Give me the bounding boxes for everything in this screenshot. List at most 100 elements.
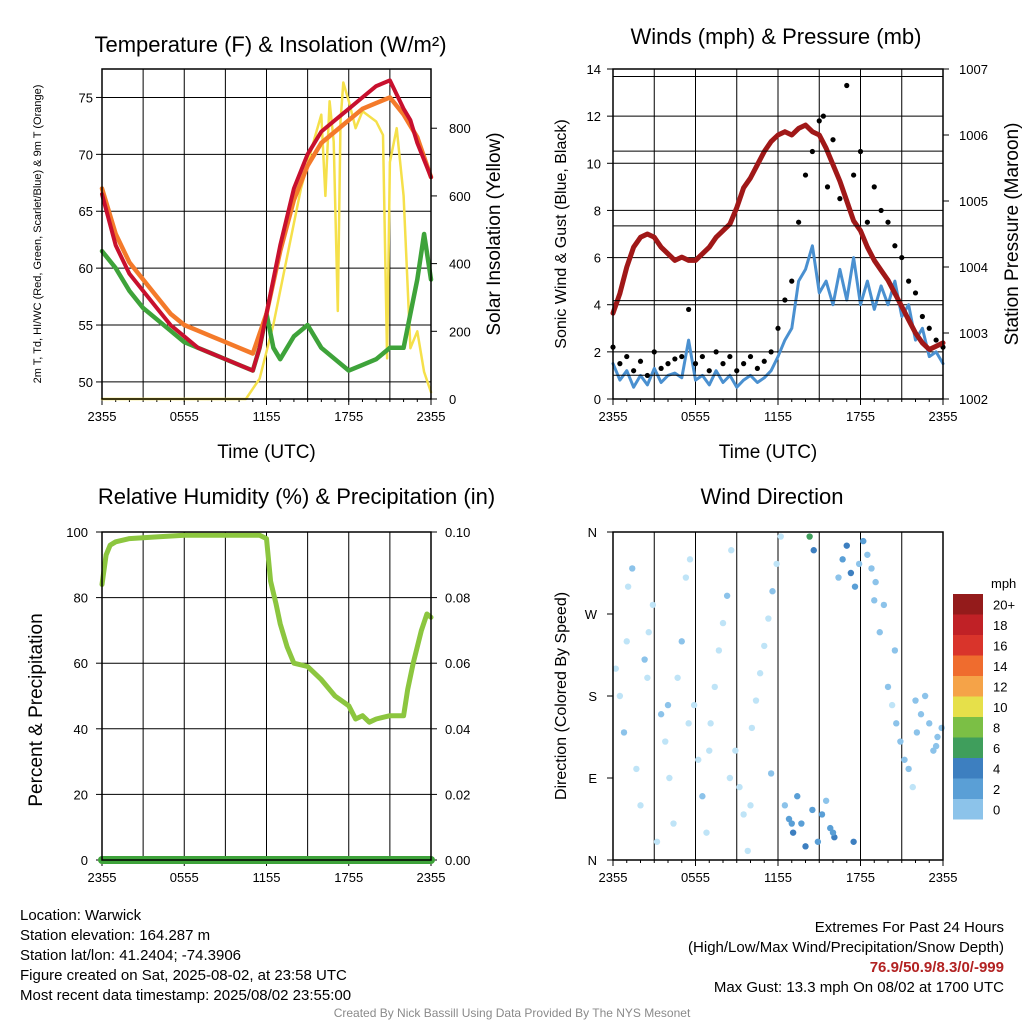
- y2-tick-label: 600: [449, 189, 471, 204]
- direction-point: [810, 547, 817, 554]
- direction-point: [706, 747, 713, 754]
- x-tick-label: 0555: [681, 409, 710, 424]
- direction-point: [864, 551, 871, 558]
- gust-point: [713, 349, 719, 355]
- direction-point: [876, 629, 883, 636]
- insolation-line: [100, 81, 433, 401]
- x-axis-title: Time (UTC): [217, 442, 316, 463]
- direction-point: [707, 720, 714, 727]
- direction-point: [888, 701, 896, 709]
- y-tick-label: 40: [74, 722, 88, 737]
- y-axis-title: Direction (Colored By Speed): [553, 592, 570, 800]
- direction-point: [872, 578, 879, 586]
- legend-swatch: [953, 655, 983, 676]
- direction-point: [703, 829, 710, 836]
- gust-point: [706, 368, 712, 374]
- y2-tick-label: 1007: [959, 62, 988, 77]
- direction-point: [685, 720, 692, 727]
- y2-tick-label: 1003: [959, 326, 988, 341]
- x-tick-label: 1755: [334, 870, 363, 885]
- x-tick-label: 2355: [417, 409, 446, 424]
- direction-point: [802, 843, 809, 850]
- direction-point: [726, 774, 734, 782]
- legend-label: 8: [993, 720, 1000, 735]
- gust-point: [734, 368, 740, 374]
- y2-tick-label: 1002: [959, 392, 988, 407]
- gust-point: [727, 353, 733, 360]
- gust-point: [878, 207, 884, 214]
- direction-point: [905, 765, 912, 773]
- gust-point: [919, 313, 925, 320]
- direction-point: [926, 720, 933, 727]
- gust-point: [844, 82, 850, 89]
- y-tick-label: 50: [79, 375, 93, 390]
- gust-point: [775, 325, 781, 331]
- y2-tick-label: 1004: [959, 260, 988, 275]
- y-tick-label: 0: [81, 853, 88, 868]
- x-tick-label: 2355: [929, 409, 958, 424]
- y-tick-label: N: [588, 525, 597, 540]
- direction-point: [629, 565, 636, 572]
- direction-point: [690, 701, 698, 709]
- panel-title: Relative Humidity (%) & Precipitation (i…: [98, 484, 495, 509]
- direction-point: [851, 583, 859, 590]
- x-tick-label: 0555: [170, 870, 199, 885]
- direction-point: [748, 724, 756, 732]
- x-tick-label: 1755: [334, 409, 363, 424]
- y-tick-label: 20: [74, 787, 88, 802]
- direction-point: [769, 588, 776, 595]
- station-location: Location: Warwick: [20, 907, 142, 924]
- y-tick-label: W: [585, 607, 598, 622]
- direction-point: [839, 556, 846, 563]
- direction-point: [657, 711, 665, 718]
- direction-point: [777, 533, 784, 540]
- direction-point: [644, 674, 651, 681]
- direction-point: [637, 802, 644, 809]
- legend-swatch: [953, 676, 983, 697]
- direction-point: [884, 683, 892, 691]
- direction-point: [641, 656, 648, 663]
- direction-point: [682, 574, 690, 581]
- gust-point: [699, 353, 705, 360]
- direction-point: [756, 670, 764, 677]
- direction-point: [794, 793, 801, 800]
- y-tick-label: 10: [587, 156, 601, 171]
- station-elevation: Station elevation: 164.287 m: [20, 927, 211, 944]
- y-tick-label: E: [588, 771, 597, 786]
- figure-created: Figure created on Sat, 2025-08-02, at 23…: [20, 967, 347, 984]
- legend-swatch: [953, 635, 983, 656]
- direction-point: [695, 756, 702, 763]
- direction-point: [664, 701, 672, 709]
- x-tick-label: 0555: [681, 870, 710, 885]
- gust-point: [830, 137, 836, 143]
- gust-point: [631, 368, 637, 374]
- direction-point: [843, 542, 850, 549]
- direction-point: [860, 537, 867, 545]
- y-axis-title: Sonic Wind & Gust (Blue, Black): [553, 119, 570, 348]
- gust-point: [617, 361, 623, 367]
- max-gust: Max Gust: 13.3 mph On 08/02 at 1700 UTC: [713, 979, 1004, 996]
- direction-point: [871, 597, 878, 604]
- gust-point: [754, 365, 760, 371]
- gust-point: [637, 358, 644, 364]
- direction-point: [829, 829, 837, 836]
- temp-2m-line: [100, 78, 433, 373]
- legend-label: 12: [993, 679, 1007, 694]
- x-tick-label: 2355: [929, 870, 958, 885]
- direction-point: [921, 692, 929, 700]
- gust-point: [820, 113, 826, 119]
- gust-point: [926, 325, 932, 331]
- direction-point: [818, 811, 826, 818]
- direction-point: [901, 756, 908, 763]
- gust-point: [651, 349, 657, 355]
- legend-swatch: [953, 717, 983, 738]
- legend-label: 14: [993, 659, 1007, 674]
- legend-label: 0: [993, 802, 1000, 817]
- y-tick-label: 55: [79, 318, 93, 333]
- gust-point: [837, 196, 843, 202]
- legend-swatch: [953, 737, 983, 758]
- gust-point: [686, 306, 692, 313]
- direction-point: [623, 638, 630, 645]
- y2-tick-label: 0.02: [445, 787, 470, 802]
